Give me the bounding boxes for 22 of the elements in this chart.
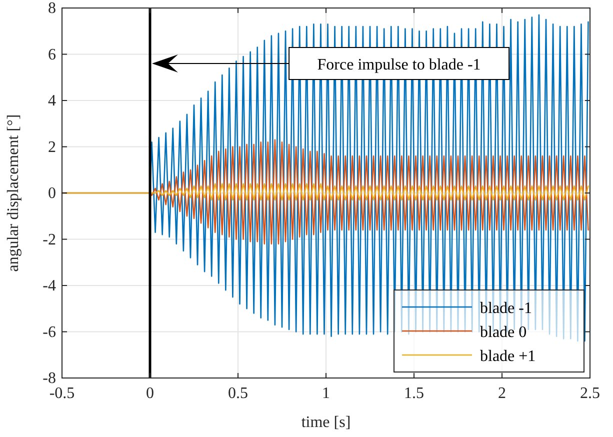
- legend-label: blade 0: [480, 324, 527, 341]
- y-tick-label: 0: [48, 185, 56, 202]
- annotation: Force impulse to blade -1: [317, 56, 481, 74]
- y-tick-label: 8: [48, 0, 56, 17]
- x-tick-label: 2: [498, 385, 506, 402]
- x-axis-title: time [s]: [301, 414, 351, 431]
- x-tick-label: 0.5: [228, 385, 248, 402]
- y-tick-label: 4: [48, 92, 56, 110]
- y-axis-title: angular displacement [°]: [5, 114, 22, 272]
- legend-label: blade +1: [480, 348, 536, 365]
- x-tick-label: 2.5: [580, 385, 600, 402]
- y-tick-label: -2: [42, 231, 56, 248]
- x-tick-label: 0: [146, 385, 154, 402]
- y-tick-label: 2: [48, 138, 56, 156]
- y-tick-label: -8: [42, 370, 56, 387]
- x-tick-label: 1.5: [404, 385, 424, 402]
- y-tick-label: -6: [42, 324, 56, 341]
- y-tick-label: 6: [48, 46, 56, 64]
- x-tick-label: 1: [322, 385, 330, 402]
- x-tick-label: -0.5: [49, 385, 75, 402]
- legend-label: blade -1: [480, 300, 532, 317]
- y-tick-label: -4: [42, 278, 56, 294]
